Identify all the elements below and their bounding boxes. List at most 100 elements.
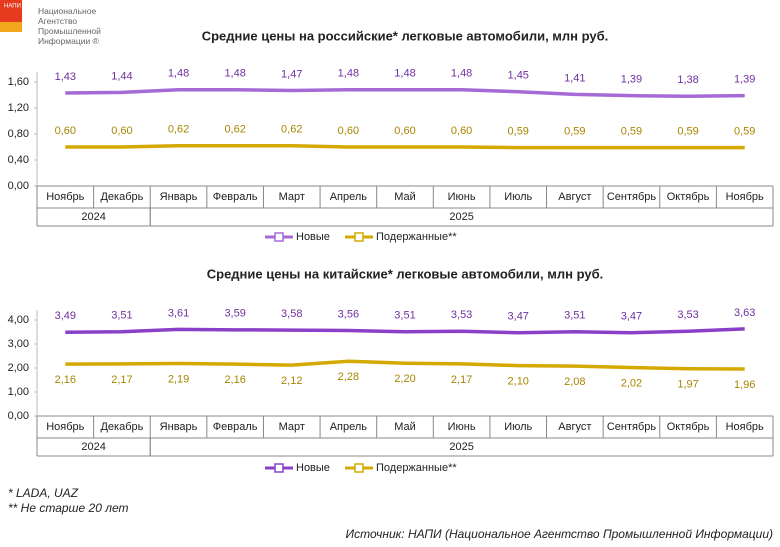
note: * LADA, UAZ <box>8 486 79 500</box>
value-label: 1,96 <box>734 379 755 391</box>
y-tick-label: 1,00 <box>8 386 29 398</box>
value-label: 2,02 <box>621 377 642 389</box>
x-tick-label: Январь <box>160 191 198 203</box>
value-label: 0,60 <box>451 125 472 137</box>
value-label: 0,60 <box>111 125 132 137</box>
value-label: 0,62 <box>224 124 245 136</box>
value-label: 0,59 <box>734 126 755 138</box>
chart-title: Средние цены на китайские* легковые авто… <box>207 266 604 281</box>
value-label: 2,12 <box>281 375 302 387</box>
x-tick-label: Октябрь <box>667 421 710 433</box>
value-label: 2,10 <box>508 376 529 388</box>
y-tick-label: 0,00 <box>8 410 29 422</box>
value-label: 2,17 <box>111 374 132 386</box>
x-tick-label: Май <box>394 421 416 433</box>
x-group-label: 2024 <box>81 441 105 453</box>
x-tick-label: Ноябрь <box>46 421 84 433</box>
value-label: 1,41 <box>564 72 585 84</box>
value-label: 1,38 <box>677 74 698 86</box>
value-label: 3,51 <box>564 310 585 322</box>
value-label: 2,08 <box>564 376 585 388</box>
value-label: 3,59 <box>224 308 245 320</box>
legend-marker <box>274 463 284 473</box>
x-tick-label: Май <box>394 191 416 203</box>
value-label: 1,45 <box>508 70 529 82</box>
x-tick-label: Март <box>279 191 305 203</box>
y-tick-label: 0,40 <box>8 154 29 166</box>
y-tick-label: 2,00 <box>8 362 29 374</box>
x-tick-label: Март <box>279 421 305 433</box>
logo-block <box>0 0 22 22</box>
value-label: 3,58 <box>281 308 302 320</box>
x-tick-label: Август <box>558 191 591 203</box>
series-line <box>65 327 745 335</box>
value-label: 0,62 <box>281 124 302 136</box>
value-label: 1,48 <box>451 68 472 80</box>
value-label: 1,48 <box>338 68 359 80</box>
value-label: 3,61 <box>168 307 189 319</box>
chart-title: Средние цены на российские* легковые авт… <box>202 28 609 43</box>
y-tick-label: 0,00 <box>8 180 29 192</box>
y-tick-label: 4,00 <box>8 314 29 326</box>
value-label: 3,56 <box>338 308 359 320</box>
value-label: 3,47 <box>508 311 529 323</box>
value-label: 1,39 <box>734 74 755 86</box>
value-label: 1,44 <box>111 70 132 82</box>
value-label: 0,59 <box>508 126 529 138</box>
value-label: 0,60 <box>338 125 359 137</box>
value-label: 1,48 <box>224 68 245 80</box>
x-tick-label: Сентябрь <box>607 191 657 203</box>
value-label: 3,49 <box>55 310 76 322</box>
x-tick-label: Июль <box>504 421 532 433</box>
value-label: 3,53 <box>677 309 698 321</box>
legend-marker <box>354 463 364 473</box>
value-label: 2,28 <box>338 371 359 383</box>
y-tick-label: 1,60 <box>8 76 29 88</box>
series-line <box>65 359 745 371</box>
org-name: Национальное Агентство Промышленной Инфо… <box>38 6 101 46</box>
logo: НАПИ <box>4 4 21 10</box>
value-label: 0,59 <box>564 126 585 138</box>
y-tick-label: 3,00 <box>8 338 29 350</box>
value-label: 2,16 <box>55 374 76 386</box>
value-label: 1,43 <box>55 71 76 83</box>
legend-label: Подержанные** <box>376 462 457 474</box>
series-line <box>65 143 745 150</box>
x-tick-label: Август <box>558 421 591 433</box>
x-tick-label: Сентябрь <box>607 421 657 433</box>
x-tick-label: Ноябрь <box>726 191 764 203</box>
series-line <box>65 88 745 99</box>
value-label: 0,59 <box>621 126 642 138</box>
value-label: 1,48 <box>394 68 415 80</box>
org-box: Национальное Агентство Промышленной Инфо… <box>38 6 101 46</box>
x-tick-label: Ноябрь <box>726 421 764 433</box>
value-label: 1,48 <box>168 68 189 80</box>
x-tick-label: Февраль <box>213 421 258 433</box>
x-tick-label: Июль <box>504 191 532 203</box>
legend-label: Новые <box>296 231 330 243</box>
x-tick-label: Июнь <box>448 191 476 203</box>
value-label: 3,63 <box>734 307 755 319</box>
legend-label: Подержанные** <box>376 231 457 243</box>
legend-marker <box>274 232 284 242</box>
x-tick-label: Июнь <box>448 421 476 433</box>
y-tick-label: 1,20 <box>8 102 29 114</box>
value-label: 0,60 <box>55 125 76 137</box>
x-tick-label: Апрель <box>330 421 368 433</box>
value-label: 1,39 <box>621 74 642 86</box>
value-label: 2,16 <box>224 374 245 386</box>
x-tick-label: Декабрь <box>100 191 143 203</box>
note: ** Не старше 20 лет <box>8 501 129 515</box>
x-group-label: 2025 <box>449 211 473 223</box>
value-label: 1,47 <box>281 68 302 80</box>
source: Источник: НАПИ (Национальное Агентство П… <box>346 527 773 541</box>
x-tick-label: Декабрь <box>100 421 143 433</box>
value-label: 3,51 <box>111 310 132 322</box>
value-label: 0,60 <box>394 125 415 137</box>
value-label: 3,53 <box>451 309 472 321</box>
x-group-label: 2024 <box>81 211 105 223</box>
x-group-label: 2025 <box>449 441 473 453</box>
legend-marker <box>354 232 364 242</box>
value-label: 2,17 <box>451 374 472 386</box>
